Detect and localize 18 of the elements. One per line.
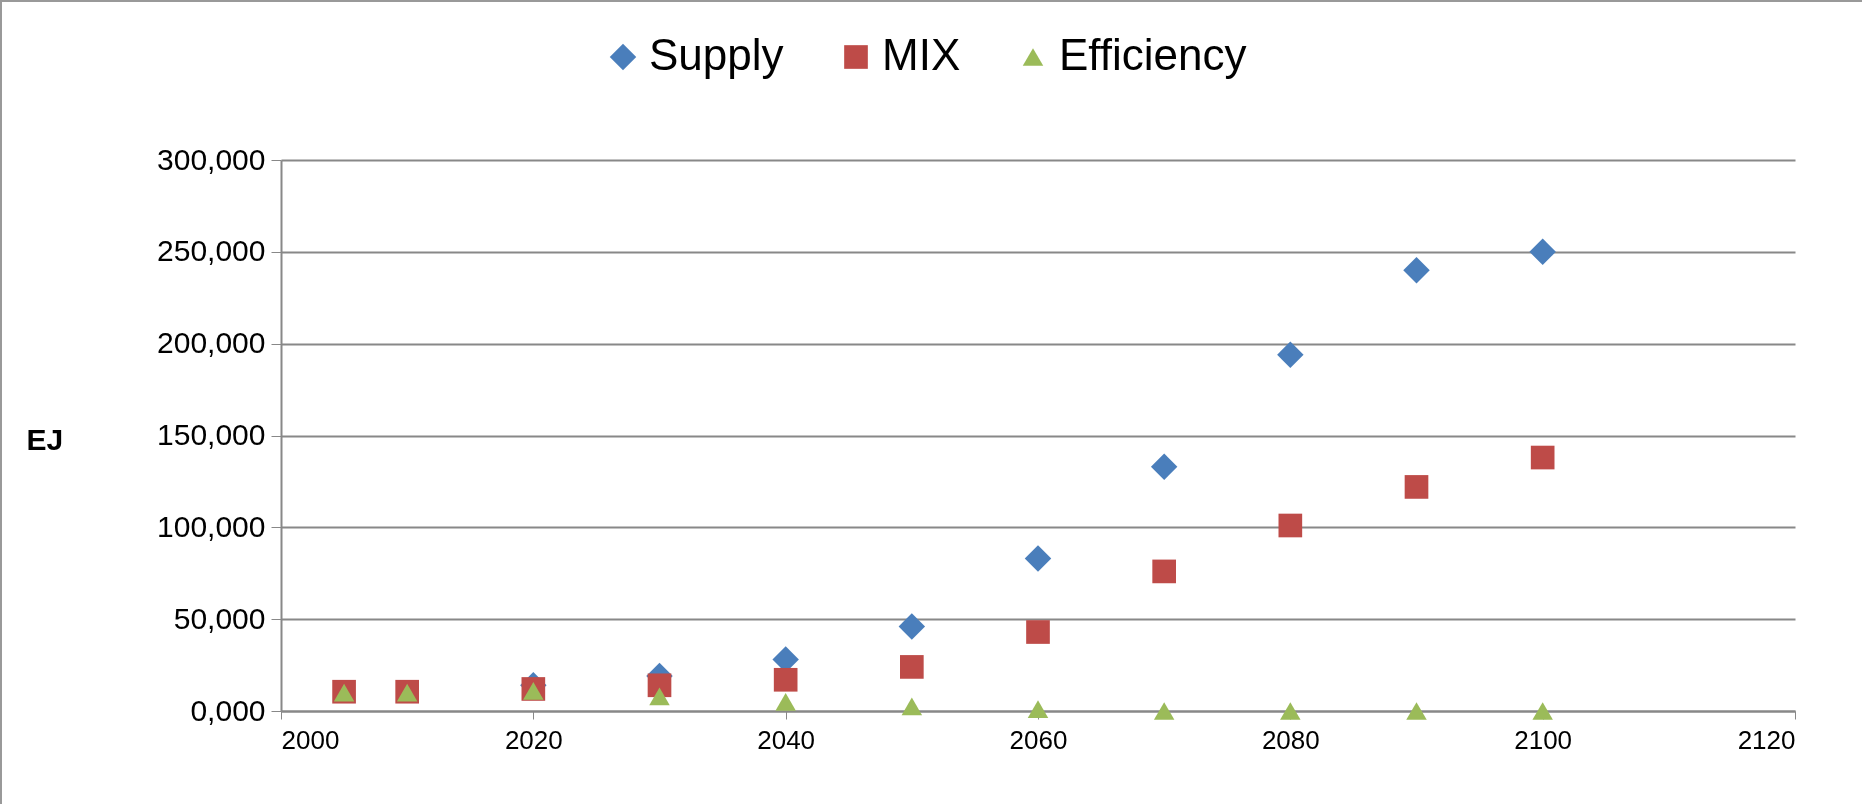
y-tick-label: 200,000 [157,326,266,360]
y-tick-label: 150,000 [157,418,266,451]
y-tick-label: 0,000 [190,693,266,727]
x-tick-label: 2060 [1009,724,1068,755]
x-tick-label: 2020 [504,724,563,755]
x-tick-label: 2000 [281,724,340,755]
legend-label: Supply [649,30,784,79]
y-tick-label: 100,000 [157,509,266,543]
legend-label: Efficiency [1059,30,1247,79]
y-tick-label: 50,000 [173,601,266,635]
y-tick-label: 250,000 [157,234,266,268]
y-tick-label: 300,000 [157,142,266,176]
x-tick-label: 2040 [757,724,816,755]
legend-label: MIX [882,30,961,79]
x-tick-label: 2100 [1514,724,1573,755]
x-tick-label: 2080 [1261,724,1320,755]
y-axis-title: EJ [26,422,64,456]
x-tick-label: 2120 [1737,724,1796,755]
